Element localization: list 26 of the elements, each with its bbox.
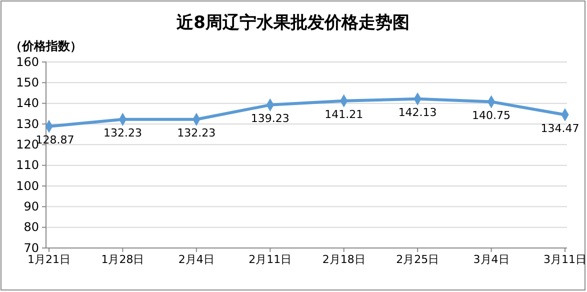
x-tick-label: 3月4日 bbox=[473, 252, 510, 266]
y-axis-title: （价格指数） bbox=[10, 39, 82, 53]
y-tick-label: 110 bbox=[16, 158, 39, 172]
data-label: 140.75 bbox=[472, 108, 511, 122]
x-tick-label: 3月11日 bbox=[544, 252, 586, 266]
y-tick-label: 160 bbox=[16, 54, 39, 69]
y-tick-label: 100 bbox=[16, 178, 39, 193]
data-label: 142.13 bbox=[398, 106, 437, 119]
x-tick-label: 2月4日 bbox=[178, 252, 214, 266]
data-label: 134.47 bbox=[540, 122, 580, 135]
data-label: 141.21 bbox=[324, 108, 364, 121]
y-tick-label: 80 bbox=[24, 220, 39, 234]
y-tick-label: 130 bbox=[16, 116, 39, 131]
x-tick-label: 2月11日 bbox=[248, 252, 292, 266]
data-label: 139.23 bbox=[250, 112, 290, 125]
y-tick-label: 70 bbox=[24, 240, 39, 255]
data-label: 132.23 bbox=[177, 126, 216, 140]
x-tick-label: 2月25日 bbox=[396, 252, 440, 266]
chart-title: 近8周辽宁水果批发价格走势图 bbox=[176, 13, 410, 33]
y-tick-label: 90 bbox=[24, 200, 39, 214]
x-tick-label: 1月21日 bbox=[28, 252, 70, 266]
y-tick-label: 150 bbox=[16, 76, 39, 90]
x-tick-label: 1月28日 bbox=[101, 252, 144, 266]
data-label: 132.23 bbox=[103, 126, 142, 140]
x-tick-label: 2月18日 bbox=[322, 252, 366, 266]
y-tick-label: 140 bbox=[16, 96, 39, 110]
